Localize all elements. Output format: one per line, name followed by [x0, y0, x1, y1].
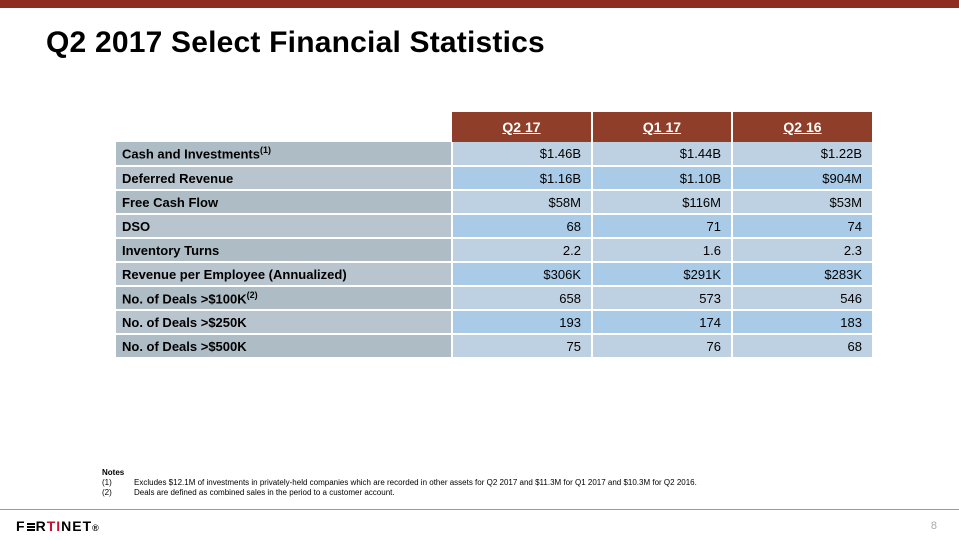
- row-label-sup: (2): [247, 290, 258, 300]
- row-label: DSO: [116, 214, 452, 238]
- row-value: 68: [732, 334, 872, 358]
- footnote-marker: (1): [102, 478, 134, 488]
- row-value: 2.2: [452, 238, 592, 262]
- row-value: 68: [452, 214, 592, 238]
- row-value: 2.3: [732, 238, 872, 262]
- row-value: 75: [452, 334, 592, 358]
- row-value: $283K: [732, 262, 872, 286]
- table-row: No. of Deals >$500K757668: [116, 334, 872, 358]
- row-label: Cash and Investments(1): [116, 142, 452, 166]
- row-value: $1.16B: [452, 166, 592, 190]
- row-value: $306K: [452, 262, 592, 286]
- page-title: Q2 2017 Select Financial Statistics: [46, 26, 545, 60]
- row-value: $904M: [732, 166, 872, 190]
- table-body: Cash and Investments(1)$1.46B$1.44B$1.22…: [116, 142, 872, 358]
- row-value: $58M: [452, 190, 592, 214]
- row-value: 546: [732, 286, 872, 310]
- row-label: No. of Deals >$250K: [116, 310, 452, 334]
- table-row: Cash and Investments(1)$1.46B$1.44B$1.22…: [116, 142, 872, 166]
- row-value: $1.46B: [452, 142, 592, 166]
- row-label: No. of Deals >$100K(2): [116, 286, 452, 310]
- footnotes: Notes (1)Excludes $12.1M of investments …: [102, 468, 697, 498]
- footer-divider: [0, 509, 959, 510]
- row-value: 71: [592, 214, 732, 238]
- slide: Q2 2017 Select Financial Statistics Q2 1…: [0, 0, 959, 540]
- row-value: 193: [452, 310, 592, 334]
- footnote-1: (1)Excludes $12.1M of investments in pri…: [102, 478, 697, 488]
- table-row: Inventory Turns2.21.62.3: [116, 238, 872, 262]
- row-value: 74: [732, 214, 872, 238]
- brand-logo: FRTINET®: [16, 518, 100, 534]
- row-value: $53M: [732, 190, 872, 214]
- row-value: 76: [592, 334, 732, 358]
- col-header-q2-17: Q2 17: [452, 112, 592, 142]
- row-label: Free Cash Flow: [116, 190, 452, 214]
- notes-heading: Notes: [102, 468, 697, 478]
- col-header-q1-17: Q1 17: [592, 112, 732, 142]
- table-row: Free Cash Flow$58M$116M$53M: [116, 190, 872, 214]
- table-row: Revenue per Employee (Annualized)$306K$2…: [116, 262, 872, 286]
- footnote-marker: (2): [102, 488, 134, 498]
- footnote-text: Excludes $12.1M of investments in privat…: [134, 478, 697, 487]
- table-row: Deferred Revenue$1.16B$1.10B$904M: [116, 166, 872, 190]
- row-label-sup: (1): [260, 145, 271, 155]
- row-value: 658: [452, 286, 592, 310]
- row-label: Inventory Turns: [116, 238, 452, 262]
- row-value: 573: [592, 286, 732, 310]
- row-value: $1.22B: [732, 142, 872, 166]
- header-empty: [116, 112, 452, 142]
- page-number: 8: [931, 520, 937, 532]
- col-header-q2-16: Q2 16: [732, 112, 872, 142]
- row-value: $1.44B: [592, 142, 732, 166]
- top-accent-bar: [0, 0, 959, 8]
- footnote-2: (2)Deals are defined as combined sales i…: [102, 488, 697, 498]
- table: Q2 17 Q1 17 Q2 16 Cash and Investments(1…: [116, 112, 872, 359]
- financial-table: Q2 17 Q1 17 Q2 16 Cash and Investments(1…: [116, 112, 872, 359]
- row-label: No. of Deals >$500K: [116, 334, 452, 358]
- row-label: Deferred Revenue: [116, 166, 452, 190]
- table-row: No. of Deals >$250K193174183: [116, 310, 872, 334]
- row-label: Revenue per Employee (Annualized): [116, 262, 452, 286]
- row-value: $1.10B: [592, 166, 732, 190]
- row-value: 1.6: [592, 238, 732, 262]
- row-value: $291K: [592, 262, 732, 286]
- logo-bars-icon: [27, 522, 35, 532]
- row-value: 183: [732, 310, 872, 334]
- footnote-text: Deals are defined as combined sales in t…: [134, 488, 395, 497]
- table-row: DSO687174: [116, 214, 872, 238]
- row-value: 174: [592, 310, 732, 334]
- table-row: No. of Deals >$100K(2)658573546: [116, 286, 872, 310]
- table-header-row: Q2 17 Q1 17 Q2 16: [116, 112, 872, 142]
- row-value: $116M: [592, 190, 732, 214]
